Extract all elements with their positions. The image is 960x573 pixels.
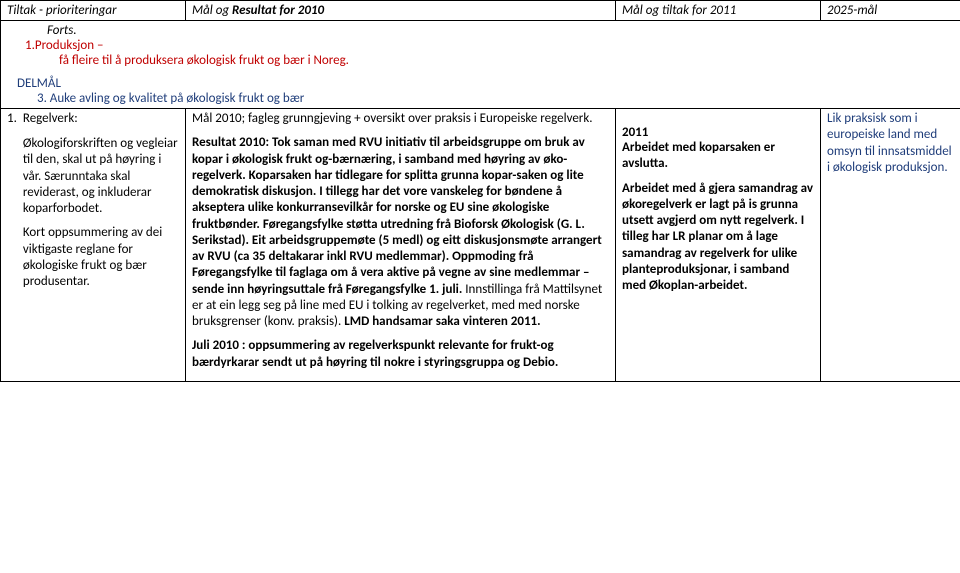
header-c2: Mål og Resultat for 2010 <box>186 1 616 21</box>
resultat2010-p2: Resultat 2010: Tok saman med RVU initiat… <box>192 135 609 330</box>
header-c4: 2025-mål <box>821 1 960 21</box>
header-c3: Mål og tiltak for 2011 <box>616 1 821 21</box>
c3-p2: Arbeidet med å gjera samandrag av økoreg… <box>622 181 814 295</box>
header-row: Tiltak - prioriteringar Mål og Resultat … <box>1 1 960 21</box>
header-c1: Tiltak - prioriteringar <box>1 1 186 21</box>
c4-p1: Lik praksisk som i europeiske land med o… <box>827 111 954 176</box>
reg-number: 1. <box>7 111 17 298</box>
cell-tiltak: 1. Regelverk: Økologiforskriften og vegl… <box>1 109 186 382</box>
produksjon-title: 1.Produksjon – <box>7 38 954 53</box>
cell-2025: Lik praksisk som i europeiske land med o… <box>821 109 960 382</box>
header-c2-prefix: Mål og <box>192 3 232 18</box>
cell-2010: Mål 2010; fagleg grunngjeving + oversikt… <box>186 109 616 382</box>
section-cell: Forts. 1.Produksjon – få fleire til å pr… <box>1 21 960 109</box>
content-row: 1. Regelverk: Økologiforskriften og vegl… <box>1 109 960 382</box>
regelverk-p2: Kort oppsummering av dei viktigaste regl… <box>23 225 179 290</box>
maal2010-p1: Mål 2010; fagleg grunngjeving + oversikt… <box>192 111 609 127</box>
delmal-label: DELMÅL <box>7 76 954 91</box>
resultat2010-suffix: LMD handsamar saka vinteren 2011. <box>341 314 540 329</box>
resultat2010-bold: Resultat 2010: Tok saman med RVU initiat… <box>192 135 602 296</box>
regelverk-label: Regelverk: <box>23 111 179 126</box>
c3-p1: Arbeidet med koparsaken er avslutta. <box>622 140 814 173</box>
forts-label: Forts. <box>7 23 954 38</box>
main-table: Tiltak - prioriteringar Mål og Resultat … <box>0 0 960 382</box>
juli2010-p3: Juli 2010 : oppsummering av regelverkspu… <box>192 338 609 371</box>
produksjon-sub: få fleire til å produksera økologisk fru… <box>7 53 954 68</box>
section-row: Forts. 1.Produksjon – få fleire til å pr… <box>1 21 960 109</box>
year-2011: 2011 <box>622 125 814 140</box>
cell-2011: 2011 Arbeidet med koparsaken er avslutta… <box>616 109 821 382</box>
header-c2-bold: Resultat for 2010 <box>232 3 324 18</box>
delmal-item: 3. Auke avling og kvalitet på økologisk … <box>7 91 954 106</box>
regelverk-p1: Økologiforskriften og vegleiar til den, … <box>23 136 179 217</box>
